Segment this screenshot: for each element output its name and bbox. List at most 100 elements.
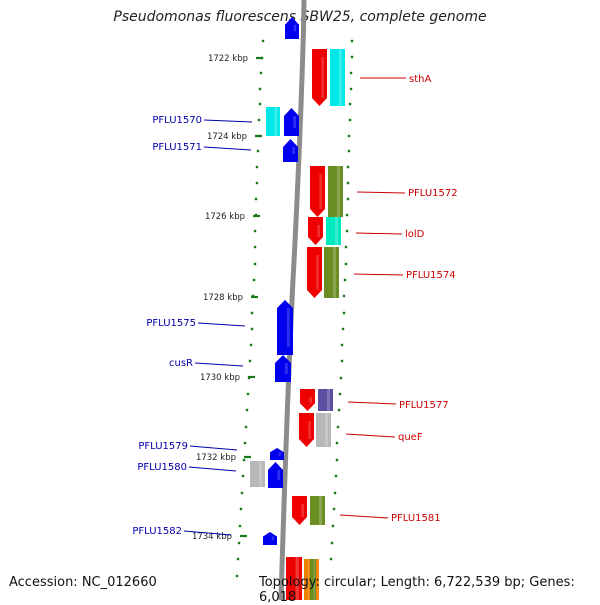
leader-line bbox=[355, 232, 403, 235]
leader-line bbox=[356, 191, 406, 194]
tick-dot bbox=[235, 574, 239, 578]
scale-label: 1728 kbp bbox=[203, 293, 243, 303]
tick-dot bbox=[342, 311, 346, 315]
tick-dot bbox=[241, 474, 245, 478]
gene-arrow bbox=[307, 247, 322, 298]
cog-block bbox=[330, 49, 345, 106]
tick-dot bbox=[248, 359, 252, 363]
scale-label: 1732 kbp bbox=[196, 453, 236, 463]
gene-label: sthA bbox=[409, 74, 431, 85]
tick-dot bbox=[333, 491, 337, 495]
tick-dot bbox=[344, 262, 348, 266]
tick-dot bbox=[245, 408, 249, 412]
tick-dot bbox=[346, 197, 350, 201]
genes bbox=[250, 17, 345, 600]
gene-arrow bbox=[300, 389, 315, 411]
tick-dot bbox=[338, 392, 342, 396]
leader-line bbox=[183, 530, 232, 536]
tick-dot bbox=[349, 87, 353, 91]
cog-block bbox=[304, 559, 310, 600]
gene-label: PFLU1579 bbox=[138, 441, 188, 452]
tick-dot bbox=[347, 149, 351, 153]
gene-arrow bbox=[292, 496, 307, 525]
leader-line bbox=[347, 401, 397, 405]
tick-dot bbox=[346, 181, 350, 185]
tick-dot bbox=[244, 425, 248, 429]
gene-arrow bbox=[299, 413, 314, 447]
cog-block bbox=[324, 247, 339, 298]
tick-dot bbox=[257, 118, 261, 122]
tick-dot bbox=[242, 458, 246, 462]
scale-label: 1722 kbp bbox=[208, 54, 248, 64]
tick-dot bbox=[343, 278, 347, 282]
tick-dot bbox=[236, 557, 240, 561]
tick-dot bbox=[240, 491, 244, 495]
scale-label: 1734 kbp bbox=[192, 532, 232, 542]
gene-arrow bbox=[263, 532, 277, 545]
scale-labels: 1722 kbp 1724 kbp 1726 kbp 1728 kbp 1730 kbp… bbox=[192, 54, 263, 542]
accession-label: Accession: NC_012660 bbox=[9, 575, 157, 590]
tick-dot bbox=[332, 507, 336, 511]
gene-label: queF bbox=[398, 432, 423, 443]
gene-label: cusR bbox=[169, 358, 193, 369]
leader-line bbox=[203, 119, 253, 123]
tick-dot bbox=[348, 102, 352, 106]
gene-arrow bbox=[285, 17, 299, 39]
cog-block bbox=[310, 559, 316, 600]
cog-block bbox=[316, 413, 331, 447]
tick-dot bbox=[340, 343, 344, 347]
left-gene-labels: PFLU1570 PFLU1571 PFLU1575 cusR PFLU1579 PFLU… bbox=[132, 115, 253, 537]
scale-label: 1730 kbp bbox=[200, 373, 240, 383]
gene-label: PFLU1574 bbox=[406, 270, 456, 281]
tick-dot bbox=[341, 327, 345, 331]
scale-label: 1724 kbp bbox=[207, 132, 247, 142]
gene-arrow bbox=[310, 166, 325, 217]
genome-backbone bbox=[278, 0, 307, 600]
leader-line bbox=[194, 362, 244, 367]
cog-block bbox=[328, 166, 343, 217]
tick-dot bbox=[350, 39, 354, 43]
tick-dot bbox=[249, 343, 253, 347]
tick-dot bbox=[336, 425, 340, 429]
gene-label: PFLU1572 bbox=[408, 188, 458, 199]
tick-dot bbox=[237, 541, 241, 545]
gene-label: PFLU1577 bbox=[399, 400, 449, 411]
tick-dot bbox=[337, 408, 341, 412]
cog-block bbox=[318, 389, 333, 411]
gene-arrow bbox=[268, 462, 283, 488]
tick-dot bbox=[255, 165, 259, 169]
gene-label: lolD bbox=[405, 229, 425, 240]
map-title: Pseudomonas fluorescens SBW25, complete … bbox=[113, 9, 487, 25]
tick-dot bbox=[243, 441, 247, 445]
gene-label: PFLU1570 bbox=[152, 115, 202, 126]
tick-dot bbox=[250, 311, 254, 315]
tick-dot bbox=[331, 524, 335, 528]
tick-dot bbox=[344, 245, 348, 249]
tick-marks bbox=[235, 39, 354, 578]
tick-dot bbox=[255, 181, 259, 185]
gene-arrow bbox=[270, 448, 284, 460]
cog-block bbox=[286, 557, 302, 600]
tick-dot bbox=[253, 229, 257, 233]
leader-line bbox=[189, 445, 238, 451]
tick-dot bbox=[340, 359, 344, 363]
tick-dot bbox=[253, 262, 257, 266]
tick-dot bbox=[259, 71, 263, 75]
tick-dot bbox=[261, 39, 265, 43]
cog-block bbox=[310, 496, 325, 525]
tick-dot bbox=[239, 507, 243, 511]
leader-line bbox=[339, 514, 389, 519]
tick-dot bbox=[345, 229, 349, 233]
gene-label: PFLU1581 bbox=[391, 513, 441, 524]
tick-dot bbox=[349, 71, 353, 75]
tick-dot bbox=[329, 557, 333, 561]
cog-block bbox=[266, 107, 280, 136]
gene-arrow bbox=[277, 300, 293, 355]
gene-label: PFLU1580 bbox=[137, 462, 187, 473]
cog-block bbox=[250, 461, 265, 487]
tick-dot bbox=[339, 376, 343, 380]
leader-line bbox=[203, 146, 252, 151]
tick-dot bbox=[238, 524, 242, 528]
cog-block bbox=[326, 217, 341, 245]
tick-dot bbox=[347, 134, 351, 138]
